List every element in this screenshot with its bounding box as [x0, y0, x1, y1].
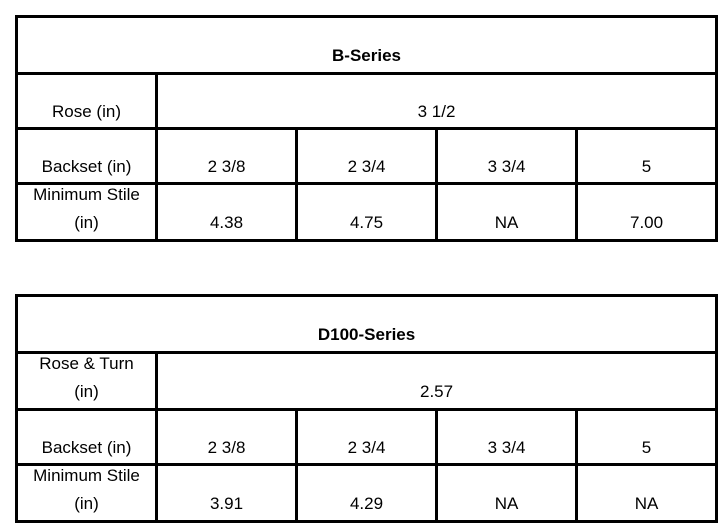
backset-value: 2 3/4: [295, 408, 438, 466]
minimum-stile-label: Minimum Stile (in): [15, 182, 158, 242]
backset-value: 3 3/4: [435, 127, 578, 185]
backset-value: 2 3/4: [295, 127, 438, 185]
rose-turn-label: Rose & Turn (in): [15, 351, 158, 411]
stile-value: 4.75: [295, 182, 438, 242]
backset-label: Backset (in): [15, 127, 158, 185]
backset-value: 2 3/8: [155, 408, 298, 466]
minimum-stile-label: Minimum Stile (in): [15, 463, 158, 523]
table-title: D100-Series: [14, 294, 719, 354]
rose-value: 2.57: [154, 351, 719, 411]
d100-series-table: D100-Series Rose & Turn (in) 2.57 Backse…: [14, 294, 719, 523]
label-line: Minimum Stile: [33, 185, 140, 205]
backset-value: 3 3/4: [435, 408, 578, 466]
backset-value: 5: [574, 127, 719, 185]
label-line: (in): [74, 213, 99, 232]
label-line: Minimum Stile: [33, 466, 140, 486]
stile-value: NA: [435, 463, 578, 523]
label-line: (in): [74, 494, 99, 513]
stile-value: 4.38: [155, 182, 298, 242]
stile-value: NA: [435, 182, 578, 242]
label-line: Rose & Turn: [39, 354, 134, 374]
stile-value: 4.29: [295, 463, 438, 523]
table-title: B-Series: [14, 15, 719, 75]
rose-label: Rose (in): [15, 72, 158, 130]
backset-label: Backset (in): [15, 408, 158, 466]
backset-value: 2 3/8: [155, 127, 298, 185]
stile-value: 3.91: [155, 463, 298, 523]
stile-value: 7.00: [574, 182, 719, 242]
backset-value: 5: [574, 408, 719, 466]
rose-value: 3 1/2: [154, 72, 719, 130]
stile-value: NA: [574, 463, 719, 523]
b-series-table: B-Series Rose (in) 3 1/2 Backset (in) 2 …: [14, 15, 719, 242]
label-line: (in): [74, 382, 99, 401]
